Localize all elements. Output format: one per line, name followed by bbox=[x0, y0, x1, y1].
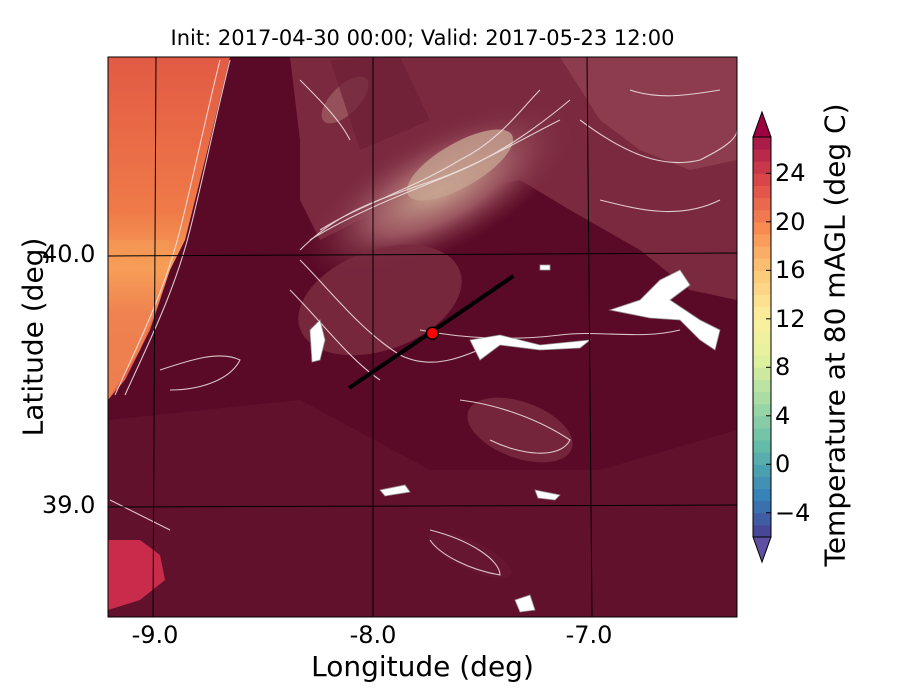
colorbar-segment bbox=[753, 318, 771, 332]
colorbar-segment bbox=[753, 246, 771, 259]
colorbar-segment bbox=[753, 282, 771, 296]
colorbar-segment bbox=[753, 209, 771, 223]
colorbar-tick-label: 4 bbox=[775, 401, 791, 430]
colorbar-segment bbox=[753, 476, 771, 490]
colorbar-segment bbox=[753, 415, 771, 429]
x-tick-label: -9.0 bbox=[131, 621, 179, 649]
colorbar-tick-label: 8 bbox=[775, 353, 791, 382]
map-title: Init: 2017-04-30 00:00; Valid: 2017-05-2… bbox=[170, 26, 675, 50]
colorbar-segment bbox=[753, 500, 771, 514]
plot-frame bbox=[107, 56, 738, 618]
contour-lines bbox=[109, 59, 737, 576]
colorbar-frame bbox=[752, 136, 772, 538]
cross-section bbox=[347, 274, 515, 390]
y-tick-label: 39.0 bbox=[42, 491, 96, 519]
colorbar-segment bbox=[753, 512, 771, 526]
colorbar-extend-max bbox=[752, 110, 772, 138]
colorbar-segment bbox=[753, 355, 771, 368]
colorbar-segment bbox=[753, 464, 771, 477]
upper-ridge-region bbox=[560, 57, 737, 170]
colorbar-segment bbox=[753, 294, 771, 308]
colorbar-segment bbox=[753, 137, 771, 150]
colorbar-segment bbox=[753, 391, 771, 405]
colorbar-segment bbox=[753, 197, 771, 211]
colorbar-segment bbox=[753, 524, 771, 538]
colorbar-label: Temperature at 80 mAGL (deg C) bbox=[818, 103, 852, 567]
x-tick-label: -7.0 bbox=[565, 621, 613, 649]
colorbar-segment bbox=[753, 452, 771, 465]
colorbar-segment bbox=[753, 306, 771, 320]
y-tick-label: 40.0 bbox=[42, 240, 96, 268]
colorbar bbox=[752, 110, 772, 564]
site-marker bbox=[425, 326, 440, 341]
colorbar-segment bbox=[753, 173, 771, 186]
map-gridlines bbox=[108, 57, 737, 617]
colorbar-segment bbox=[753, 221, 771, 235]
colorbar-tick-label: 0 bbox=[775, 450, 791, 479]
snow-patches bbox=[309, 264, 721, 613]
colorbar-segment bbox=[753, 403, 771, 417]
colorbar-segment bbox=[753, 379, 771, 393]
colorbar-segment bbox=[753, 440, 771, 453]
colorbar-segment bbox=[753, 367, 771, 380]
colorbar-segment bbox=[753, 149, 771, 162]
colorbar-tick-label: −4 bbox=[775, 498, 811, 527]
x-tick-label: -8.0 bbox=[349, 621, 397, 649]
colorbar-segment bbox=[753, 488, 771, 502]
colorbar-tick-label: 20 bbox=[775, 207, 806, 236]
colorbar-extend-min bbox=[752, 536, 772, 564]
colorbar-segment bbox=[753, 185, 771, 199]
colorbar-segment bbox=[753, 161, 771, 174]
colorbar-segment bbox=[753, 270, 771, 283]
colorbar-tick-label: 24 bbox=[775, 159, 806, 188]
colorbar-segment bbox=[753, 330, 771, 344]
colorbar-segment bbox=[753, 233, 771, 247]
colorbar-segment bbox=[753, 258, 771, 271]
x-axis-label: Longitude (deg) bbox=[311, 650, 534, 683]
colorbar-segment bbox=[753, 343, 771, 356]
colorbar-segment bbox=[753, 427, 771, 441]
colorbar-tick-label: 16 bbox=[775, 256, 806, 285]
colorbar-tick-label: 12 bbox=[775, 304, 806, 333]
